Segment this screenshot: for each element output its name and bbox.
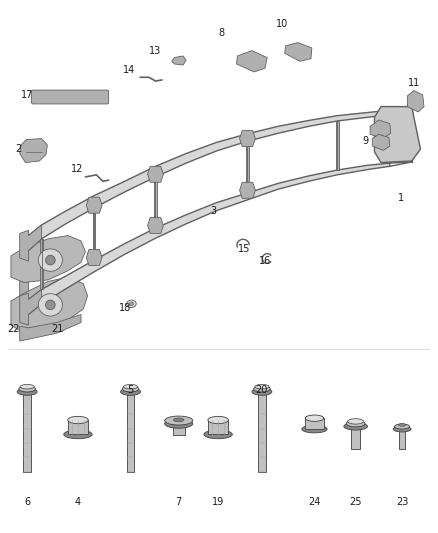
Polygon shape bbox=[372, 134, 390, 150]
Ellipse shape bbox=[344, 423, 367, 430]
Ellipse shape bbox=[39, 249, 63, 271]
Polygon shape bbox=[172, 56, 186, 65]
Text: 5: 5 bbox=[127, 385, 134, 395]
Text: 21: 21 bbox=[52, 325, 64, 334]
Polygon shape bbox=[336, 121, 339, 170]
Text: 25: 25 bbox=[350, 497, 362, 507]
Ellipse shape bbox=[254, 386, 270, 392]
Text: 12: 12 bbox=[71, 165, 83, 174]
Polygon shape bbox=[390, 107, 412, 163]
Text: 4: 4 bbox=[75, 497, 81, 507]
Ellipse shape bbox=[64, 430, 92, 439]
Bar bbox=[173, 424, 185, 435]
Polygon shape bbox=[285, 43, 312, 61]
Ellipse shape bbox=[395, 424, 410, 429]
Ellipse shape bbox=[17, 388, 37, 395]
Text: 10: 10 bbox=[276, 19, 289, 29]
Text: 23: 23 bbox=[396, 497, 408, 507]
Polygon shape bbox=[374, 107, 420, 163]
Ellipse shape bbox=[173, 418, 184, 422]
Ellipse shape bbox=[20, 384, 34, 389]
Text: 6: 6 bbox=[24, 497, 30, 507]
Bar bbox=[351, 426, 360, 449]
Polygon shape bbox=[93, 208, 95, 260]
Ellipse shape bbox=[252, 388, 272, 395]
Text: 14: 14 bbox=[123, 66, 135, 75]
Text: 3: 3 bbox=[211, 206, 217, 215]
Polygon shape bbox=[20, 225, 42, 261]
Polygon shape bbox=[20, 251, 28, 300]
Polygon shape bbox=[28, 110, 390, 251]
Polygon shape bbox=[86, 249, 102, 265]
Ellipse shape bbox=[120, 388, 141, 395]
Text: 17: 17 bbox=[21, 90, 33, 100]
Ellipse shape bbox=[46, 300, 55, 310]
Text: 20: 20 bbox=[256, 385, 268, 395]
Bar bbox=[399, 429, 405, 449]
Bar bbox=[127, 392, 134, 472]
Text: 15: 15 bbox=[238, 245, 251, 254]
Ellipse shape bbox=[39, 294, 63, 316]
Ellipse shape bbox=[122, 386, 139, 392]
Polygon shape bbox=[40, 239, 43, 289]
Polygon shape bbox=[240, 182, 255, 198]
Polygon shape bbox=[20, 139, 47, 163]
Ellipse shape bbox=[348, 419, 364, 424]
Ellipse shape bbox=[204, 430, 232, 439]
FancyBboxPatch shape bbox=[32, 90, 109, 104]
Polygon shape bbox=[154, 177, 157, 228]
Ellipse shape bbox=[302, 425, 327, 433]
Text: 24: 24 bbox=[308, 497, 321, 507]
Polygon shape bbox=[246, 141, 249, 193]
Ellipse shape bbox=[127, 300, 136, 308]
Ellipse shape bbox=[46, 255, 55, 265]
Ellipse shape bbox=[19, 386, 35, 392]
Text: 13: 13 bbox=[149, 46, 162, 55]
Bar bbox=[305, 418, 324, 429]
Ellipse shape bbox=[124, 384, 138, 389]
Polygon shape bbox=[237, 51, 267, 72]
Text: 7: 7 bbox=[176, 497, 182, 507]
Polygon shape bbox=[28, 163, 390, 314]
Ellipse shape bbox=[68, 416, 88, 424]
Polygon shape bbox=[240, 131, 255, 147]
Text: 11: 11 bbox=[408, 78, 420, 87]
Text: 16: 16 bbox=[259, 256, 271, 266]
Bar bbox=[208, 420, 228, 434]
Text: 22: 22 bbox=[7, 325, 19, 334]
Ellipse shape bbox=[305, 415, 324, 422]
Polygon shape bbox=[11, 236, 85, 282]
Text: 1: 1 bbox=[398, 193, 404, 203]
Polygon shape bbox=[11, 277, 88, 333]
Ellipse shape bbox=[399, 424, 406, 426]
Text: 19: 19 bbox=[212, 497, 224, 507]
Polygon shape bbox=[20, 314, 81, 341]
Text: 9: 9 bbox=[363, 136, 369, 146]
Ellipse shape bbox=[208, 416, 228, 424]
Bar bbox=[23, 392, 31, 472]
Polygon shape bbox=[148, 217, 163, 233]
Bar bbox=[258, 392, 266, 472]
Polygon shape bbox=[86, 197, 102, 213]
Polygon shape bbox=[148, 166, 163, 182]
Ellipse shape bbox=[129, 302, 134, 306]
Polygon shape bbox=[407, 91, 424, 112]
Text: 18: 18 bbox=[119, 303, 131, 313]
Bar bbox=[68, 420, 88, 434]
Polygon shape bbox=[370, 120, 391, 139]
Polygon shape bbox=[20, 289, 42, 325]
Ellipse shape bbox=[346, 420, 365, 427]
Text: 8: 8 bbox=[218, 28, 224, 38]
Ellipse shape bbox=[165, 419, 193, 428]
Text: 2: 2 bbox=[15, 144, 21, 154]
Ellipse shape bbox=[393, 426, 411, 432]
Ellipse shape bbox=[255, 384, 269, 389]
Ellipse shape bbox=[165, 416, 193, 425]
